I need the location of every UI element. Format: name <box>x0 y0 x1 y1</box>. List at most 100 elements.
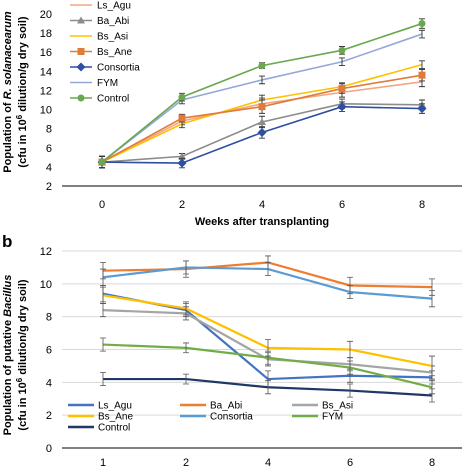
chart-a-error-bar <box>419 60 425 69</box>
chart-a-xtick-label: 6 <box>339 199 345 211</box>
chart-b-error-bar <box>100 372 106 387</box>
chart-a-point <box>178 152 186 160</box>
chart-a-legend-entry: FYM <box>70 78 118 89</box>
chart-a-point <box>178 114 186 122</box>
chart-a-legend-label: Bs_Ane <box>97 47 132 58</box>
chart-b-legend-entry: Ls_Agu <box>68 401 132 412</box>
chart-a-legend-entry: Consortia <box>70 62 140 74</box>
chart-a-point <box>178 93 186 101</box>
chart-a-xtick-label: 8 <box>419 199 425 211</box>
chart-b-ytick-label: 2 <box>46 410 52 422</box>
chart-b-ytick-label: 6 <box>46 345 52 357</box>
chart-a-legend-label: Bs_Asi <box>97 32 128 43</box>
chart-a-point <box>258 103 266 111</box>
chart-a-ytick-label: 2 <box>46 181 52 193</box>
chart-b-ylabel-line1: Population of putative Bacillus <box>2 275 14 436</box>
chart-a-legend-label: Ba_Abi <box>97 16 129 27</box>
chart-b-legend-entry: Consortia <box>180 412 253 423</box>
chart-a-legend-entry: Ls_Agu <box>70 1 131 12</box>
chart-b-xtick-label: 2 <box>183 457 189 469</box>
chart-b-legend-label: Bs_Ane <box>98 412 133 423</box>
chart-b-error-bar <box>347 360 353 375</box>
chart-a-ylabel-line1: Population of R. solanacearum <box>2 11 14 173</box>
chart-b-ytick-label: 4 <box>46 377 52 389</box>
chart-a-point <box>417 104 427 114</box>
chart-a-ytick-label: 16 <box>40 47 52 59</box>
chart-a-ytick-label: 6 <box>46 143 52 155</box>
chart-b-error-bar <box>347 383 353 398</box>
chart-a-ytick-label: 12 <box>40 85 52 97</box>
chart-b-legend-entry: Ba_Abi <box>180 401 242 412</box>
chart-a-error-bar <box>259 75 265 85</box>
chart-a-legend-entry: Control <box>70 94 129 105</box>
chart-b-ylabel-line2: (cfu in 106 dilution/g dry soil) <box>15 279 29 430</box>
chart-b-legend-label: Consortia <box>210 412 253 423</box>
chart-b-xtick-label: 8 <box>429 457 435 469</box>
chart-b-legend-entry: FYM <box>292 412 343 423</box>
chart-a-legend-entry: Ba_Abi <box>70 16 129 27</box>
chart-b-ytick-label: 12 <box>40 246 52 258</box>
chart-a-point <box>98 158 106 166</box>
chart-b-series-line <box>102 266 433 300</box>
chart-b-error-bar <box>265 262 271 277</box>
chart-b-series-bs-asi <box>100 303 435 380</box>
chart-b-legend-label: Bs_Asi <box>322 401 353 412</box>
chart-b-error-bar <box>429 388 435 403</box>
chart-b-error-bar <box>429 290 435 308</box>
chart-b-error-bar <box>183 301 189 316</box>
chart-a-legend-label: Control <box>97 94 129 105</box>
chart-b-error-bar <box>183 260 189 275</box>
chart-b-error-bar <box>265 380 271 395</box>
chart-b-legend-label: Ba_Abi <box>210 401 242 412</box>
chart-a-point <box>258 117 266 125</box>
chart-a-point <box>258 62 266 70</box>
chart-a-xlabel: Weeks after transplanting <box>195 216 329 228</box>
chart-b-error-bar <box>100 337 106 352</box>
chart-b-xtick-label: 6 <box>347 457 353 469</box>
chart-b-legend-label: Control <box>98 423 130 434</box>
chart-a-series-line <box>101 22 423 163</box>
chart-a-error-bar <box>419 29 425 39</box>
chart-b-series-consortia <box>100 260 435 308</box>
chart-b-panel-label: b <box>2 232 12 251</box>
chart-a-xtick-label: 4 <box>259 199 265 211</box>
chart-a-point <box>337 102 347 112</box>
chart-a-legend-marker <box>77 16 85 24</box>
chart-a-legend-entry: Bs_Ane <box>70 47 132 58</box>
chart-a-error-bar <box>339 57 345 67</box>
chart-a-xtick-label: 0 <box>99 199 105 211</box>
chart-b-error-bar <box>347 285 353 300</box>
chart-b-series-fym <box>100 337 435 395</box>
chart-b-legend-label: FYM <box>322 412 343 423</box>
chart-b-error-bar <box>100 286 106 304</box>
chart-a: Population of R. solanacearum (cfu in 10… <box>2 1 462 228</box>
chart-a-legend-entry: Bs_Asi <box>70 32 128 43</box>
chart-a-ytick-label: 10 <box>40 105 52 117</box>
chart-b-xtick-label: 4 <box>265 457 271 469</box>
chart-a-legend-label: Consortia <box>97 63 140 74</box>
chart-b-ytick-label: 0 <box>46 443 52 455</box>
chart-b-series-line <box>103 377 433 397</box>
chart-a-ytick-label: 14 <box>40 66 52 78</box>
chart-a-legend-marker <box>77 48 85 55</box>
chart-a-ylabel-line2: (cfu in 106 dilution/g dry soil) <box>15 16 29 167</box>
chart-b-xtick-label: 1 <box>100 457 106 469</box>
chart-b-legend-entry: Bs_Ane <box>68 412 133 423</box>
chart-a-ytick-label: 8 <box>46 124 52 136</box>
chart-a-point <box>177 158 187 168</box>
chart-a-xtick-label: 2 <box>179 199 185 211</box>
chart-a-legend-label: FYM <box>97 78 118 89</box>
chart-a-point <box>418 20 426 28</box>
chart-a-point <box>418 71 426 79</box>
chart-b-series-bs-ane <box>100 286 435 377</box>
chart-b-error-bar <box>183 342 189 354</box>
chart-b-error-bar <box>183 373 189 385</box>
chart-a-ytick-label: 4 <box>46 162 52 174</box>
chart-a-point <box>338 85 346 93</box>
chart-a-series-control <box>98 18 426 169</box>
chart-a-ytick-label: 18 <box>40 28 52 40</box>
chart-b-error-bar <box>347 340 353 359</box>
chart-b-error-bar <box>429 355 435 377</box>
chart-a-point <box>338 46 346 54</box>
